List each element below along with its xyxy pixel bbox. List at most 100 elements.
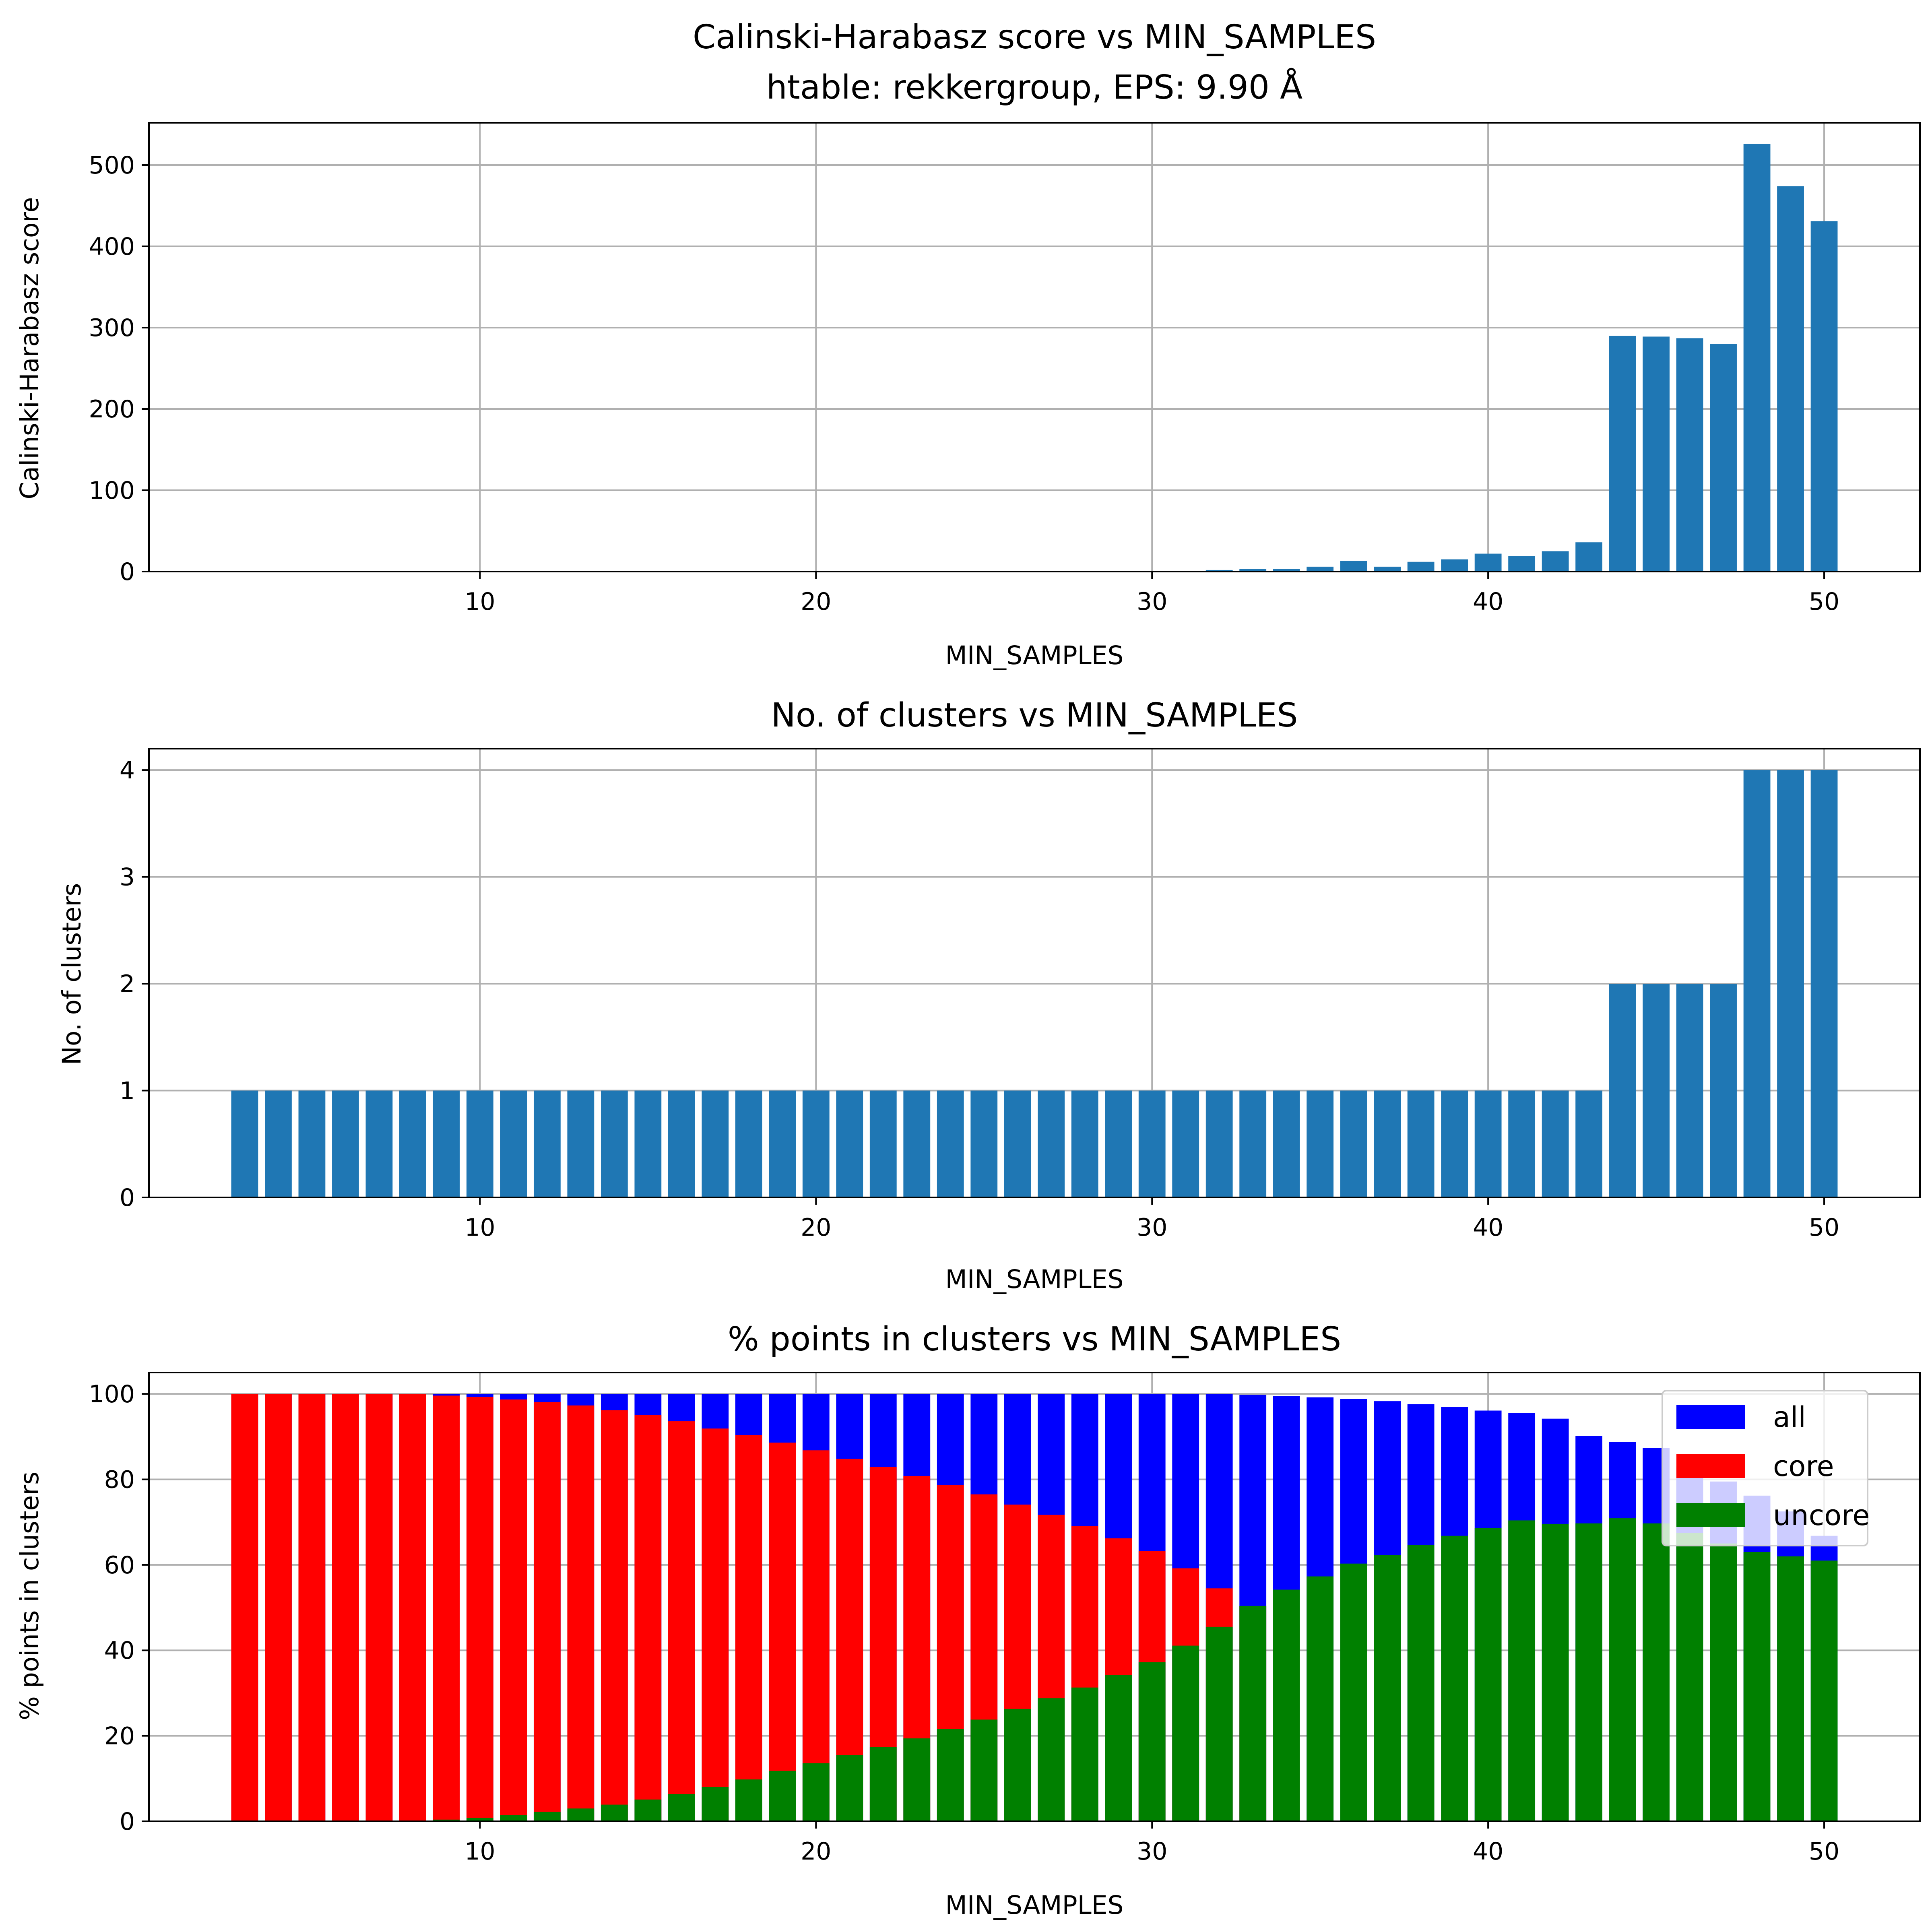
clusters-chart-bar — [298, 1090, 326, 1197]
points-chart-bar-uncore — [1575, 1523, 1603, 1821]
points-chart-bar-core — [533, 1402, 561, 1821]
clusters-chart-bar — [265, 1090, 292, 1197]
points-chart-bar-core — [231, 1394, 258, 1821]
points-chart-bar-uncore — [668, 1794, 695, 1821]
points-chart-bar-uncore — [466, 1818, 493, 1821]
points-chart-ytick-label: 80 — [104, 1466, 135, 1494]
clusters-chart-xtick-label: 10 — [464, 1214, 495, 1242]
clusters-chart-bar — [500, 1090, 527, 1197]
points-chart-bar-uncore — [1340, 1563, 1367, 1821]
points-chart-xtick-label: 30 — [1137, 1837, 1167, 1866]
clusters-chart-bar — [769, 1090, 796, 1197]
score-chart-ytick-label: 200 — [89, 395, 135, 423]
points-chart-xtick-label: 50 — [1809, 1837, 1839, 1866]
legend-label-core: core — [1773, 1450, 1834, 1483]
points-chart-bar-uncore — [1307, 1576, 1334, 1821]
points-chart-bar-uncore — [970, 1719, 998, 1821]
clusters-chart-title: No. of clusters vs MIN_SAMPLES — [771, 696, 1298, 735]
clusters-chart-bar — [1105, 1090, 1132, 1197]
score-chart-frame — [148, 122, 1921, 572]
points-chart-bar-core — [265, 1394, 292, 1821]
score-chart-xtick-label: 20 — [801, 588, 831, 616]
points-chart-bar-uncore — [1105, 1675, 1132, 1821]
points-chart-bar-uncore — [1374, 1555, 1401, 1821]
points-chart-ylabel: % points in clusters — [15, 1472, 44, 1720]
points-chart-bar-core — [365, 1394, 393, 1821]
points-chart-legend: all core uncore — [1662, 1390, 1870, 1546]
clusters-chart-bar — [365, 1090, 393, 1197]
points-chart-bar-core — [769, 1443, 796, 1821]
points-chart-bar-core — [668, 1421, 695, 1821]
points-chart-bar-uncore — [735, 1779, 762, 1821]
points-chart-bar-core — [802, 1450, 830, 1821]
clusters-chart-bar — [1239, 1090, 1267, 1197]
legend-label-all: all — [1773, 1401, 1806, 1434]
points-chart-bar-uncore — [1441, 1536, 1468, 1821]
score-chart-ytick-label: 500 — [89, 151, 135, 180]
clusters-chart-bar — [1307, 1090, 1334, 1197]
points-chart-bar-uncore — [500, 1815, 527, 1821]
points-chart-ytick-label: 40 — [104, 1637, 135, 1665]
clusters-chart-bar — [601, 1090, 628, 1197]
score-chart-ylabel: Calinski-Harabasz score — [15, 197, 44, 499]
score-chart-xlabel: MIN_SAMPLES — [945, 641, 1123, 670]
clusters-chart-xtick-label: 50 — [1809, 1214, 1839, 1242]
clusters-chart-ytick-label: 2 — [120, 970, 135, 998]
points-chart-bar-core — [433, 1395, 460, 1821]
points-chart-xtick-label: 20 — [801, 1837, 831, 1866]
score-chart-bar — [1542, 551, 1569, 572]
points-chart-xtick-label: 10 — [464, 1837, 495, 1866]
score-chart-bar — [1676, 338, 1703, 572]
points-chart-bar-core — [735, 1435, 762, 1821]
clusters-chart-bar — [937, 1090, 964, 1197]
points-chart-bar-uncore — [567, 1808, 594, 1821]
clusters-chart-bar — [1777, 770, 1804, 1197]
points-chart-bar-uncore — [937, 1729, 964, 1821]
points-chart-bar-uncore — [769, 1771, 796, 1821]
points-chart-bar-uncore — [1643, 1523, 1670, 1821]
points-chart-bar-uncore — [1205, 1627, 1233, 1821]
score-chart-bar — [1205, 570, 1233, 572]
points-chart-bar-uncore — [1474, 1528, 1502, 1821]
points-chart-bar-core — [298, 1394, 326, 1821]
score-chart-subtitle: htable: rekkergroup, EPS: 9.90 Å — [766, 68, 1303, 107]
points-chart-bar-uncore — [1071, 1687, 1098, 1821]
points-chart-title: % points in clusters vs MIN_SAMPLES — [728, 1320, 1341, 1358]
clusters-chart: No. of clusters vs MIN_SAMPLES 10 20 30 40 5… — [57, 696, 1921, 1294]
clusters-chart-bar — [702, 1090, 729, 1197]
points-chart-bar-uncore — [1407, 1545, 1435, 1821]
score-chart-xtick-label: 50 — [1809, 588, 1839, 616]
points-chart-bar-uncore — [1609, 1518, 1636, 1821]
clusters-chart-ytick-label: 4 — [120, 756, 135, 784]
points-chart-bar-uncore — [1777, 1556, 1804, 1821]
clusters-chart-bar — [1038, 1090, 1065, 1197]
points-chart-bar-uncore — [634, 1799, 662, 1821]
clusters-chart-xtick-label: 40 — [1473, 1214, 1503, 1242]
legend-label-uncore: uncore — [1773, 1499, 1870, 1532]
clusters-chart-ytick-label: 1 — [120, 1077, 135, 1105]
points-chart-bar-uncore — [1273, 1589, 1300, 1821]
clusters-chart-axes: 10 20 30 40 50 0 1 2 3 4 — [120, 748, 1921, 1242]
score-chart-bar — [1710, 344, 1737, 572]
points-chart-bar-uncore — [601, 1804, 628, 1821]
clusters-chart-bar — [1205, 1090, 1233, 1197]
clusters-chart-bar — [231, 1090, 258, 1197]
score-chart-bar — [1474, 553, 1502, 572]
score-chart-bar — [1810, 221, 1838, 572]
points-chart-bar-uncore — [1676, 1533, 1703, 1821]
points-chart-bar-uncore — [433, 1819, 460, 1821]
clusters-chart-bar — [1340, 1090, 1367, 1197]
clusters-chart-bar — [1643, 984, 1670, 1197]
clusters-chart-bar — [735, 1090, 762, 1197]
clusters-chart-bar — [433, 1090, 460, 1197]
clusters-chart-ytick-label: 3 — [120, 863, 135, 892]
score-chart-bars — [1205, 144, 1838, 572]
points-chart-bar-core — [567, 1405, 594, 1821]
score-chart-ytick-label: 300 — [89, 314, 135, 342]
clusters-chart-xtick-label: 30 — [1137, 1214, 1167, 1242]
clusters-chart-bar — [1676, 984, 1703, 1197]
clusters-chart-ylabel: No. of clusters — [57, 883, 87, 1065]
score-chart-title: Calinski-Harabasz score vs MIN_SAMPLES — [693, 18, 1376, 56]
clusters-chart-bar — [1172, 1090, 1199, 1197]
